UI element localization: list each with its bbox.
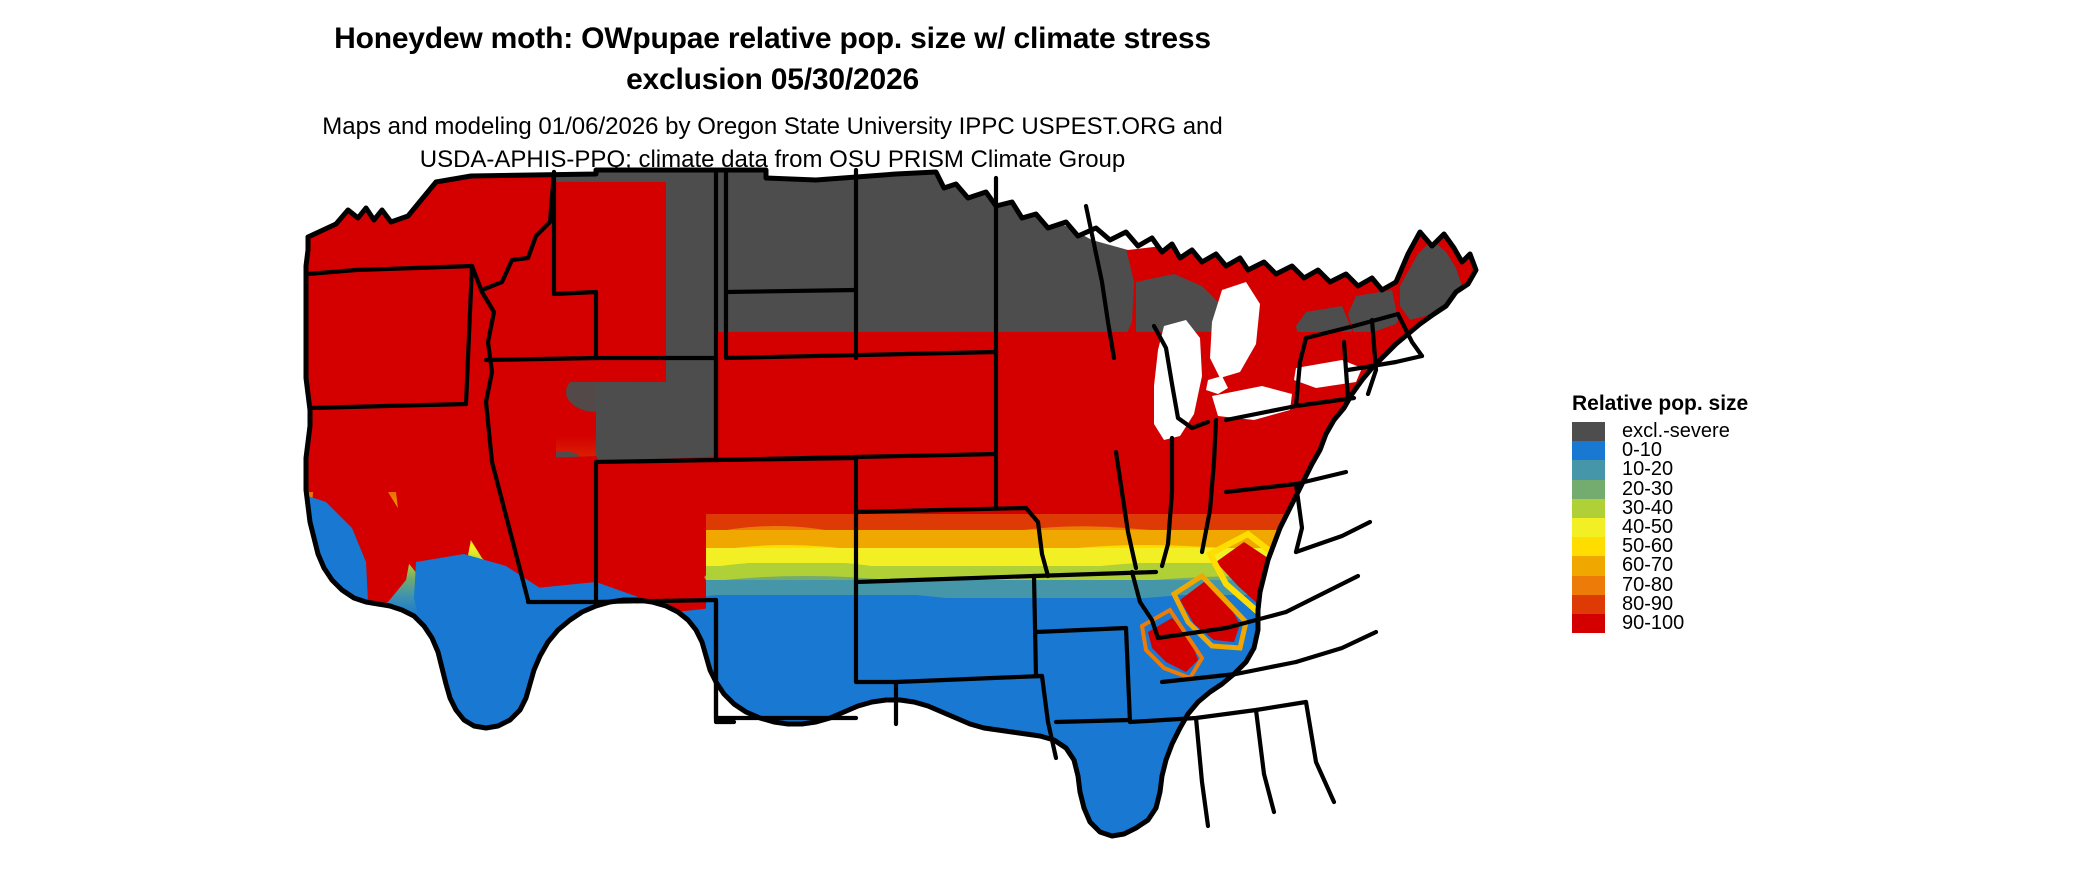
legend-color-swatch — [1572, 575, 1605, 595]
legend-item-label: 70-80 — [1622, 573, 1674, 596]
legend-color-swatch — [1572, 537, 1605, 557]
legend-item-label: 40-50 — [1622, 515, 1674, 538]
legend-rows: excl.-severe 0-10 10-20 20-30 30-40 40-50 50-6… — [1572, 420, 1872, 634]
legend-color-swatch — [1572, 498, 1605, 518]
legend-item-label: 60-70 — [1622, 554, 1674, 577]
legend-item-label: 10-20 — [1622, 458, 1674, 481]
title-block: Honeydew moth: OWpupae relative pop. siz… — [0, 0, 1545, 176]
map-container — [296, 162, 1546, 882]
legend-item[interactable]: 20-30 — [1572, 477, 1872, 500]
legend-item-label: 50-60 — [1622, 535, 1674, 558]
legend-item[interactable]: 0-10 — [1572, 439, 1872, 462]
legend-item-label: 20-30 — [1622, 477, 1674, 500]
legend-color-swatch — [1572, 479, 1605, 499]
legend-item-label: 30-40 — [1622, 496, 1674, 519]
legend-item[interactable]: 90-100 — [1572, 611, 1872, 634]
legend-item-label: 80-90 — [1622, 592, 1674, 615]
legend-color-swatch — [1572, 556, 1605, 576]
us-choropleth-map — [303, 167, 1479, 839]
legend-item[interactable]: 60-70 — [1572, 554, 1872, 577]
state-boundaries — [303, 167, 1479, 839]
legend-item[interactable]: 50-60 — [1572, 535, 1872, 558]
legend-item-label: excl.-severe — [1622, 420, 1730, 442]
legend-color-swatch — [1572, 594, 1605, 614]
legend-color-swatch — [1572, 460, 1605, 480]
legend-title: Relative pop. size — [1572, 392, 1749, 415]
legend-item[interactable]: 10-20 — [1572, 458, 1872, 481]
page-title: Honeydew moth: OWpupae relative pop. siz… — [334, 22, 1211, 96]
legend-color-swatch — [1572, 441, 1605, 461]
legend-item[interactable]: 80-90 — [1572, 592, 1872, 615]
legend-color-swatch — [1572, 613, 1605, 634]
legend-item[interactable]: excl.-severe — [1572, 420, 1872, 442]
legend-item[interactable]: 30-40 — [1572, 496, 1872, 519]
legend-item[interactable]: 40-50 — [1572, 515, 1872, 538]
legend-color-swatch — [1572, 517, 1605, 538]
legend-item-label: 90-100 — [1622, 611, 1685, 634]
legend-item-label: 0-10 — [1622, 439, 1663, 462]
map-legend: Relative pop. size excl.-severe 0-10 10-20… — [1572, 392, 1872, 634]
legend-item[interactable]: 70-80 — [1572, 573, 1872, 596]
raster-layer — [306, 170, 1476, 836]
legend-color-swatch — [1572, 422, 1605, 442]
